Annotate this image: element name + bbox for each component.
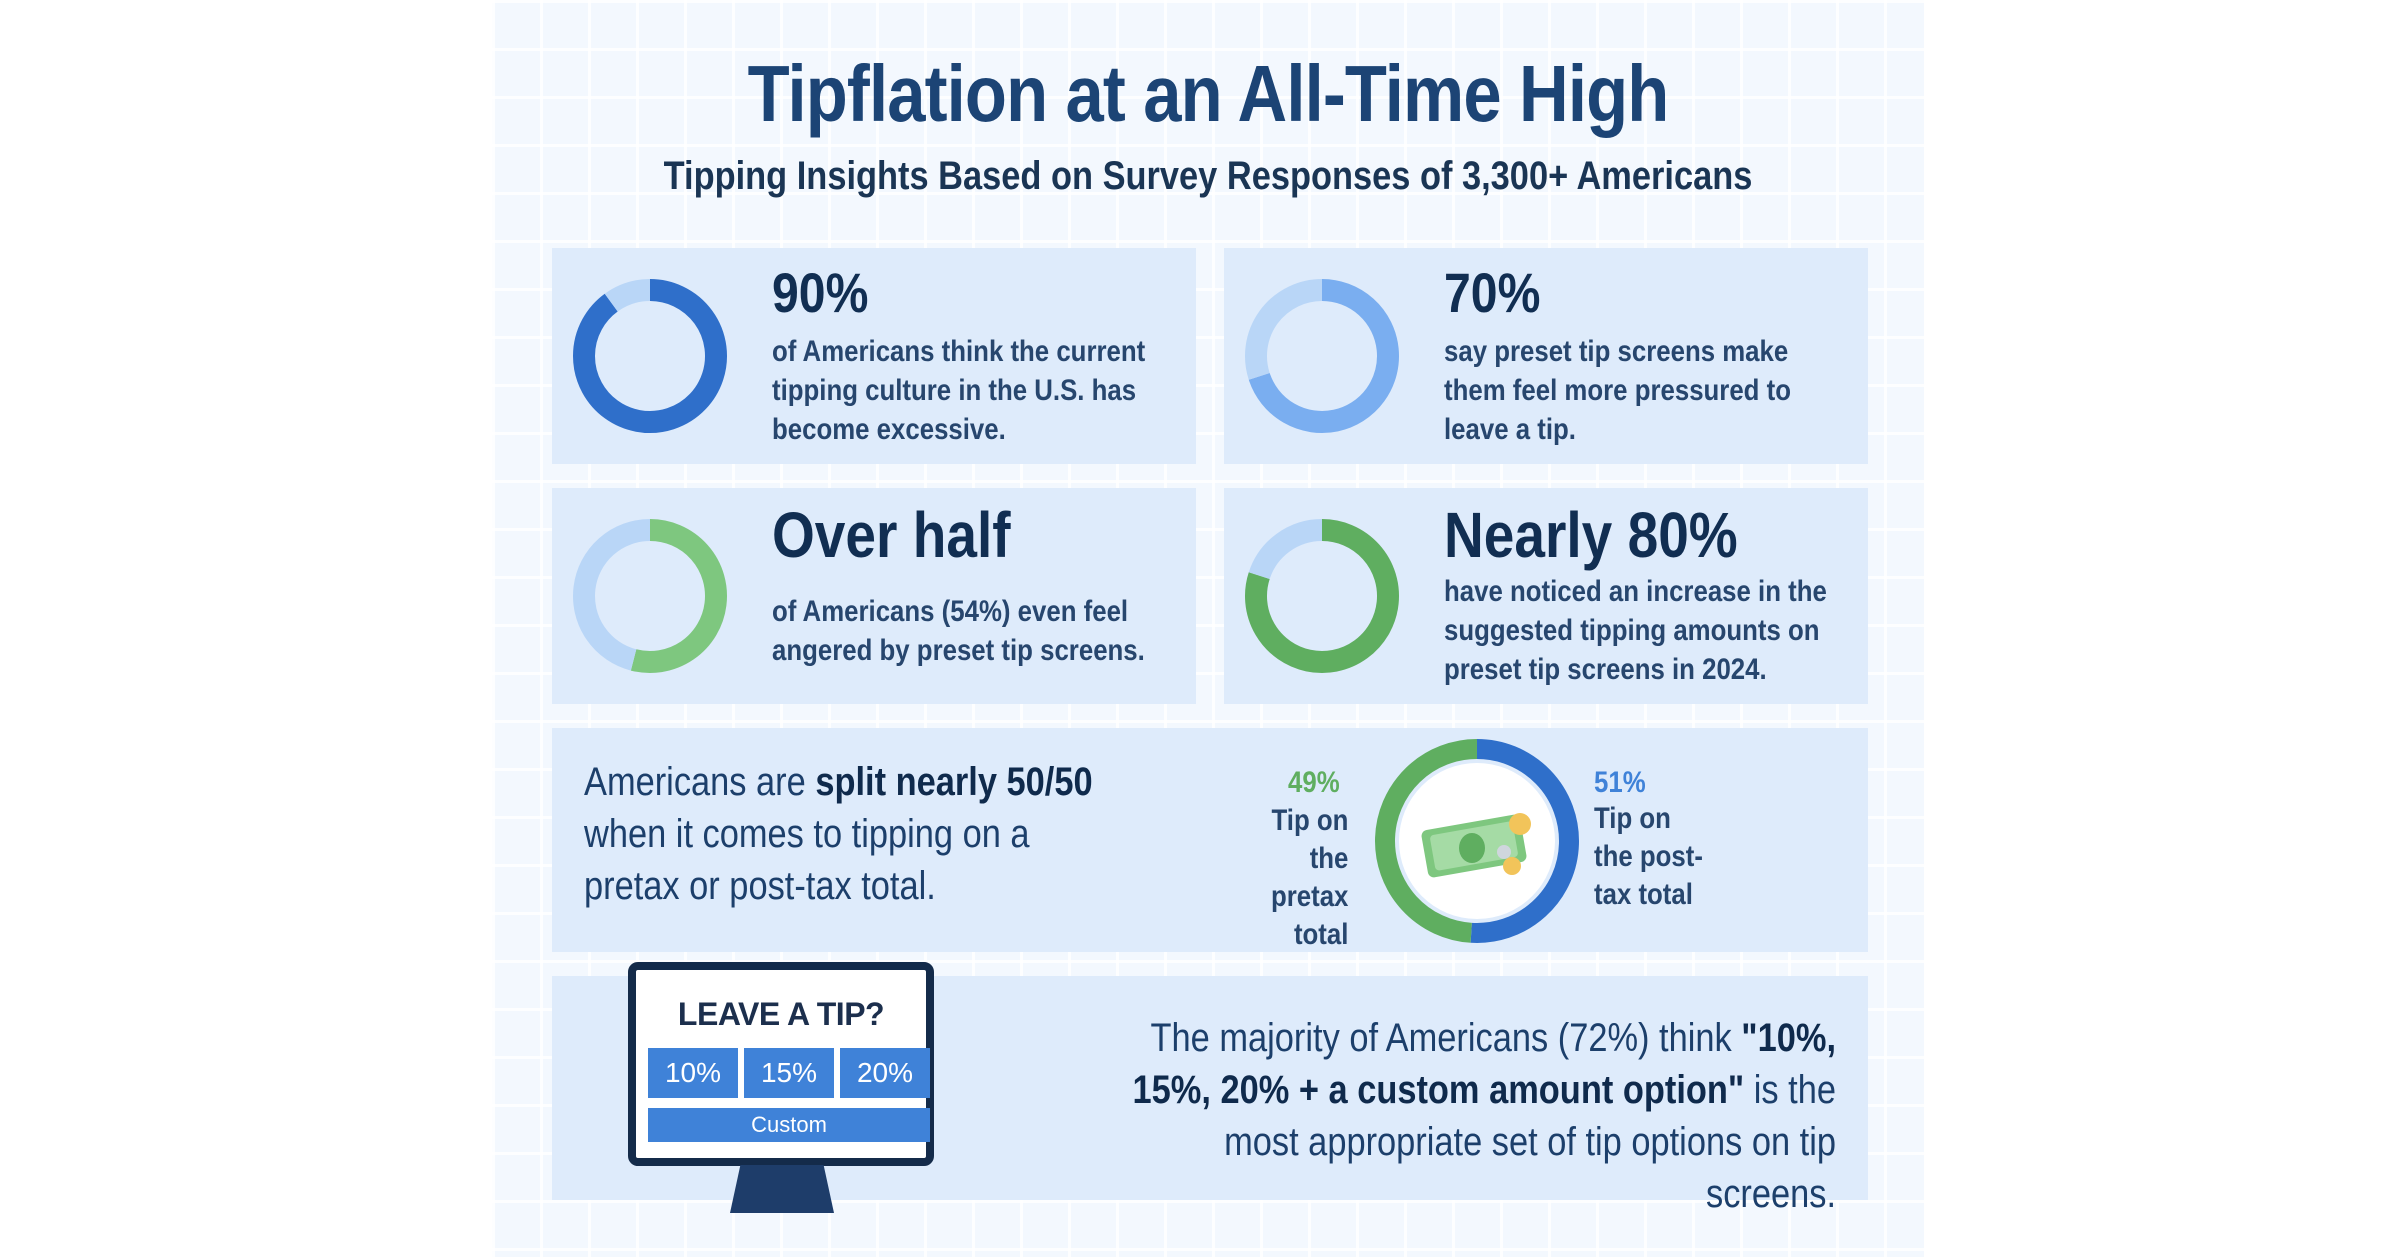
posttax-label: Tip on the post-tax total [1594, 802, 1703, 911]
page-title: Tipflation at an All-Time High [747, 49, 1670, 138]
donut-slice-yes [573, 279, 727, 433]
donut-chart-90 [573, 279, 727, 433]
pretax-label: Tip on the pretax total [1270, 804, 1349, 951]
tip-screen-title: LEAVE A TIP? [677, 996, 885, 1032]
split-text-2: when it comes to tipping on a pretax or … [584, 812, 1030, 908]
tip-option-20: 20% [840, 1048, 930, 1098]
donut-chart-80 [1245, 519, 1399, 673]
donut-chart-54 [573, 519, 727, 673]
donut-slice-no [1245, 279, 1323, 380]
donut-slice-no [1248, 519, 1323, 580]
stat-text: of Americans (54%) even feel angered by … [772, 595, 1145, 667]
donut-chart-70 [1245, 279, 1399, 433]
split-card: Americans are split nearly 50/50 when it… [552, 728, 1868, 952]
tip-option-custom: Custom [648, 1108, 930, 1142]
donut-slice-yes [1245, 519, 1399, 673]
stat-text: have noticed an increase in the suggeste… [1444, 575, 1827, 686]
stat-headline: Nearly 80% [1444, 499, 1738, 571]
split-statement: Americans are split nearly 50/50 when it… [584, 756, 1117, 912]
money-bill-icon [1420, 808, 1538, 883]
majority-text-2: is the most appropriate set of tip optio… [1224, 1068, 1836, 1216]
split-text-1: Americans are [584, 760, 816, 804]
stat-headline: Over half [772, 499, 1011, 571]
donut-slice-no [573, 519, 651, 671]
stat-headline: 90% [772, 261, 869, 324]
tip-screen-monitor: LEAVE A TIP? 10% 15% 20% Custom [628, 962, 934, 1166]
tip-option-15: 15% [744, 1048, 834, 1098]
majority-text-bold: "10%, 15%, 20% + a custom amount option" [1132, 1016, 1836, 1112]
stat-text: say preset tip screens make them feel mo… [1444, 335, 1791, 446]
split-slice-posttax [1470, 739, 1579, 943]
donut-slice-no [604, 279, 651, 312]
split-slice-pretax [1375, 739, 1478, 943]
stat-card-4: Nearly 80% have noticed an increase in t… [1224, 488, 1868, 704]
majority-text-1: The majority of Americans (72%) think [1150, 1016, 1742, 1060]
stat-card-1: 90% of Americans think the current tippi… [552, 248, 1196, 464]
posttax-percent: 51% [1594, 766, 1646, 799]
donut-slice-yes [630, 519, 727, 673]
pretax-percent: 49% [1288, 766, 1340, 799]
stat-card-3: Over half of Americans (54%) even feel a… [552, 488, 1196, 704]
monitor-stand [730, 1165, 834, 1213]
stat-headline: 70% [1444, 261, 1541, 324]
split-text-bold: split nearly 50/50 [815, 760, 1093, 804]
stat-text: of Americans think the current tipping c… [772, 335, 1146, 446]
majority-statement: The majority of Americans (72%) think "1… [1114, 1012, 1836, 1220]
donut-slice-yes [1248, 279, 1399, 433]
infographic: Tipflation at an All-Time High Tipping I… [492, 0, 1924, 1257]
tip-option-10: 10% [648, 1048, 738, 1098]
stat-card-2: 70% say preset tip screens make them fee… [1224, 248, 1868, 464]
page-subtitle: Tipping Insights Based on Survey Respons… [663, 154, 1753, 198]
